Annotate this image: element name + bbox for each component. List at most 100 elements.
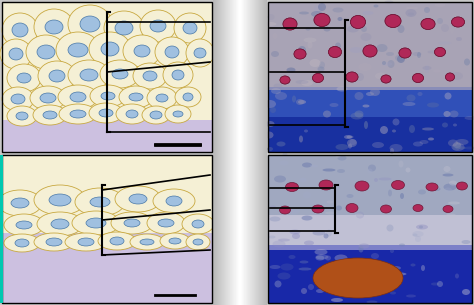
Ellipse shape bbox=[452, 17, 465, 27]
Ellipse shape bbox=[402, 102, 416, 106]
Ellipse shape bbox=[416, 224, 428, 229]
Ellipse shape bbox=[465, 116, 474, 120]
Ellipse shape bbox=[417, 52, 421, 58]
Ellipse shape bbox=[446, 73, 455, 81]
Ellipse shape bbox=[455, 19, 464, 26]
Ellipse shape bbox=[270, 217, 281, 221]
Ellipse shape bbox=[295, 80, 309, 84]
Ellipse shape bbox=[292, 95, 296, 102]
Ellipse shape bbox=[368, 284, 374, 289]
Ellipse shape bbox=[316, 256, 325, 260]
Ellipse shape bbox=[358, 246, 364, 253]
Ellipse shape bbox=[349, 139, 356, 145]
Ellipse shape bbox=[283, 18, 297, 30]
Ellipse shape bbox=[165, 105, 191, 123]
Ellipse shape bbox=[444, 111, 450, 117]
Ellipse shape bbox=[65, 233, 107, 251]
Ellipse shape bbox=[448, 202, 460, 204]
Ellipse shape bbox=[453, 142, 461, 148]
Ellipse shape bbox=[101, 42, 119, 56]
Ellipse shape bbox=[378, 264, 382, 271]
Ellipse shape bbox=[445, 92, 452, 99]
Ellipse shape bbox=[289, 255, 295, 259]
Ellipse shape bbox=[388, 60, 394, 68]
Ellipse shape bbox=[349, 47, 363, 53]
Ellipse shape bbox=[346, 194, 354, 198]
Ellipse shape bbox=[300, 260, 309, 264]
Ellipse shape bbox=[267, 14, 274, 20]
Ellipse shape bbox=[361, 33, 372, 41]
Ellipse shape bbox=[275, 92, 287, 100]
Ellipse shape bbox=[296, 99, 304, 105]
Ellipse shape bbox=[337, 17, 343, 21]
Ellipse shape bbox=[399, 48, 411, 58]
Ellipse shape bbox=[43, 111, 57, 119]
Ellipse shape bbox=[186, 39, 214, 67]
Ellipse shape bbox=[435, 3, 446, 7]
Ellipse shape bbox=[123, 35, 161, 67]
Ellipse shape bbox=[366, 92, 374, 96]
Ellipse shape bbox=[46, 238, 62, 246]
Ellipse shape bbox=[0, 190, 42, 216]
Ellipse shape bbox=[298, 100, 306, 104]
Ellipse shape bbox=[318, 3, 326, 11]
Ellipse shape bbox=[302, 163, 312, 167]
Ellipse shape bbox=[453, 124, 457, 127]
Ellipse shape bbox=[335, 152, 341, 157]
Ellipse shape bbox=[264, 22, 276, 26]
Ellipse shape bbox=[111, 212, 153, 234]
Ellipse shape bbox=[421, 265, 425, 271]
Ellipse shape bbox=[301, 216, 312, 221]
Ellipse shape bbox=[283, 152, 288, 158]
Ellipse shape bbox=[183, 93, 193, 101]
Ellipse shape bbox=[267, 147, 273, 151]
Ellipse shape bbox=[356, 181, 362, 188]
Ellipse shape bbox=[449, 110, 458, 117]
Ellipse shape bbox=[456, 37, 462, 41]
Ellipse shape bbox=[410, 264, 416, 267]
Ellipse shape bbox=[294, 49, 306, 59]
Ellipse shape bbox=[346, 203, 358, 213]
Ellipse shape bbox=[281, 264, 293, 271]
Ellipse shape bbox=[381, 205, 392, 213]
Ellipse shape bbox=[90, 197, 110, 207]
Ellipse shape bbox=[449, 181, 457, 185]
Ellipse shape bbox=[90, 85, 126, 107]
Ellipse shape bbox=[299, 12, 309, 15]
Bar bbox=[2, 2, 212, 152]
Ellipse shape bbox=[426, 183, 438, 191]
Ellipse shape bbox=[347, 26, 359, 33]
Ellipse shape bbox=[356, 73, 364, 81]
Ellipse shape bbox=[456, 182, 467, 190]
Ellipse shape bbox=[435, 185, 439, 191]
Ellipse shape bbox=[304, 241, 314, 246]
Ellipse shape bbox=[422, 127, 434, 131]
Ellipse shape bbox=[38, 61, 76, 91]
Ellipse shape bbox=[381, 75, 391, 83]
Ellipse shape bbox=[374, 5, 379, 8]
Ellipse shape bbox=[347, 260, 358, 264]
Ellipse shape bbox=[448, 139, 458, 146]
Ellipse shape bbox=[300, 178, 307, 182]
Ellipse shape bbox=[355, 181, 369, 191]
Ellipse shape bbox=[119, 86, 153, 108]
Ellipse shape bbox=[142, 106, 170, 124]
Ellipse shape bbox=[399, 160, 403, 167]
Ellipse shape bbox=[385, 15, 401, 27]
Ellipse shape bbox=[364, 121, 368, 129]
Bar bbox=[2, 155, 212, 233]
Ellipse shape bbox=[314, 13, 330, 27]
Ellipse shape bbox=[315, 249, 328, 255]
Ellipse shape bbox=[72, 211, 120, 235]
Ellipse shape bbox=[386, 52, 394, 56]
Ellipse shape bbox=[271, 51, 279, 57]
Ellipse shape bbox=[418, 92, 422, 96]
Ellipse shape bbox=[70, 110, 86, 118]
Ellipse shape bbox=[274, 175, 286, 182]
Ellipse shape bbox=[98, 232, 136, 250]
Ellipse shape bbox=[116, 104, 148, 124]
Ellipse shape bbox=[347, 139, 357, 147]
Ellipse shape bbox=[446, 73, 455, 81]
Ellipse shape bbox=[370, 88, 380, 96]
Ellipse shape bbox=[182, 214, 214, 234]
